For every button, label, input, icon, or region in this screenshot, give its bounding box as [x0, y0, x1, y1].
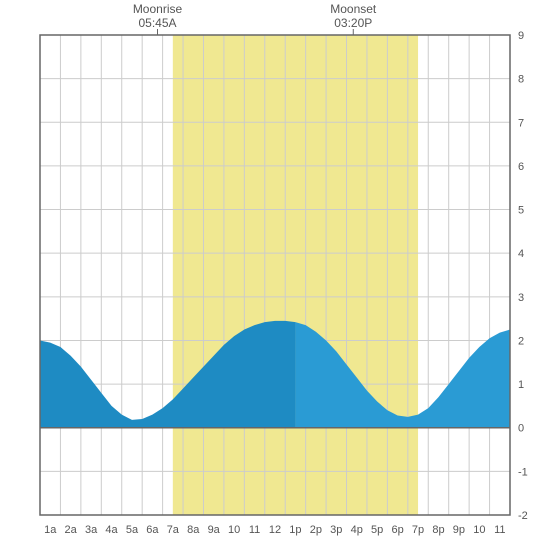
y-tick-label: 2 [518, 335, 524, 347]
y-tick-label: 8 [518, 74, 524, 86]
x-tick-label: 4p [351, 524, 363, 536]
x-tick-label: 11 [494, 524, 505, 536]
x-tick-label: 7a [167, 524, 180, 536]
y-tick-label: 4 [518, 248, 524, 260]
x-tick-label: 10 [473, 524, 485, 536]
x-tick-label: 3a [85, 524, 98, 536]
moonrise-label: Moonrise [133, 2, 183, 16]
y-tick-label: 3 [518, 292, 524, 304]
x-tick-label: 8a [187, 524, 200, 536]
y-tick-label: 9 [518, 30, 524, 42]
x-tick-label: 2a [65, 524, 78, 536]
x-tick-label: 4a [105, 524, 118, 536]
y-tick-label: 6 [518, 161, 524, 173]
x-tick-label: 7p [412, 524, 424, 536]
x-tick-label: 6a [146, 524, 159, 536]
moonset-time: 03:20P [334, 16, 372, 30]
x-tick-label: 5p [371, 524, 383, 536]
x-tick-label: 12 [269, 524, 281, 536]
daylight-band [173, 35, 418, 515]
x-tick-label: 2p [310, 524, 322, 536]
x-tick-label: 8p [432, 524, 444, 536]
x-tick-label: 10 [228, 524, 240, 536]
x-tick-label: 6p [391, 524, 403, 536]
y-tick-label: 0 [518, 423, 524, 435]
chart-svg: -2-101234567891a2a3a4a5a6a7a8a9a1011121p… [0, 0, 550, 550]
tide-chart: -2-101234567891a2a3a4a5a6a7a8a9a1011121p… [0, 0, 550, 550]
x-tick-label: 1p [289, 524, 301, 536]
y-tick-label: -2 [518, 510, 528, 522]
moonset-label: Moonset [330, 2, 377, 16]
x-tick-label: 1a [44, 524, 57, 536]
x-tick-label: 9p [453, 524, 465, 536]
y-tick-label: -1 [518, 466, 528, 478]
x-tick-label: 11 [249, 524, 260, 536]
x-tick-label: 3p [330, 524, 342, 536]
y-tick-label: 7 [518, 117, 524, 129]
tide-area-am [40, 321, 295, 428]
moonrise-time: 05:45A [138, 16, 176, 30]
x-tick-label: 5a [126, 524, 139, 536]
y-tick-label: 5 [518, 205, 524, 217]
x-tick-label: 9a [208, 524, 221, 536]
y-tick-label: 1 [518, 379, 524, 391]
